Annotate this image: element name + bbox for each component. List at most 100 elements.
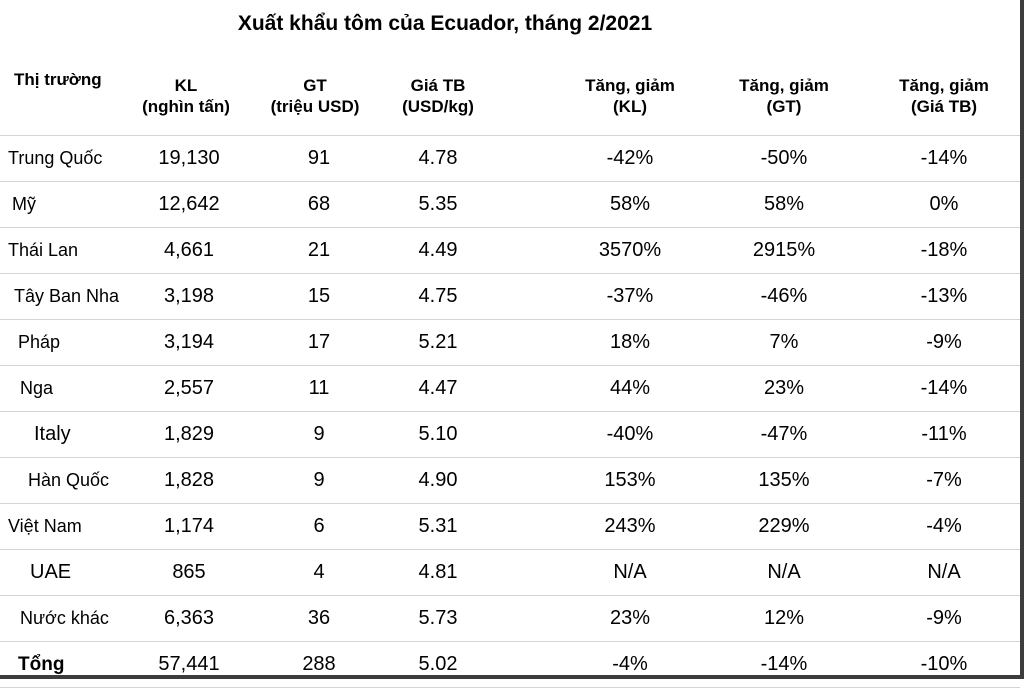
cell-delta-kl: -40% <box>540 411 700 458</box>
cell-gia: 4.78 <box>388 135 540 182</box>
cell-delta-kl: 23% <box>540 595 700 642</box>
cell-gia: 5.10 <box>388 411 540 458</box>
cell-gia: 5.35 <box>388 181 540 228</box>
header-gt: GT (triệu USD) <box>250 57 388 136</box>
header-gia: Giá TB (USD/kg) <box>388 57 540 136</box>
cell-market: Nga <box>0 365 128 412</box>
cell-delta-gt: 229% <box>700 503 848 550</box>
cell-gia: 5.73 <box>388 595 540 642</box>
cell-gia: 4.49 <box>388 227 540 274</box>
cell-gia: 4.47 <box>388 365 540 412</box>
cell-gt: 4 <box>250 549 388 596</box>
cell-gia-total: 5.02 <box>388 641 540 688</box>
cell-delta-gt-total: -14% <box>700 641 848 688</box>
cell-kl: 6,363 <box>128 595 250 642</box>
cell-kl: 3,194 <box>128 319 250 366</box>
cell-kl: 865 <box>128 549 250 596</box>
cell-market: Pháp <box>0 319 128 366</box>
table-row: Thái Lan 4,661 21 4.49 3570% 2915% -18% <box>0 227 1020 274</box>
cell-delta-gia: -13% <box>848 273 1020 320</box>
table-row: Nga 2,557 11 4.47 44% 23% -14% <box>0 365 1020 412</box>
cell-kl: 1,174 <box>128 503 250 550</box>
cell-market: Mỹ <box>0 181 128 228</box>
cell-gt: 6 <box>250 503 388 550</box>
shrimp-export-table: Thị trường KL (nghìn tấn) GT (triệu USD) G… <box>0 57 1020 688</box>
table-row: Nước khác 6,363 36 5.73 23% 12% -9% <box>0 595 1020 642</box>
cell-delta-gt: N/A <box>700 549 848 596</box>
cell-gt: 9 <box>250 457 388 504</box>
cell-gia: 4.90 <box>388 457 540 504</box>
cell-delta-kl: 58% <box>540 181 700 228</box>
table-row: Việt Nam 1,174 6 5.31 243% 229% -4% <box>0 503 1020 550</box>
cell-kl: 1,829 <box>128 411 250 458</box>
cell-kl-total: 57,441 <box>128 641 250 688</box>
cell-market: Hàn Quốc <box>0 457 128 504</box>
cell-kl: 1,828 <box>128 457 250 504</box>
cell-delta-kl: 44% <box>540 365 700 412</box>
cell-market: Italy <box>0 411 128 458</box>
cell-market: UAE <box>0 549 128 596</box>
cell-delta-gt: 2915% <box>700 227 848 274</box>
cell-delta-gia: -14% <box>848 135 1020 182</box>
table-row: Tây Ban Nha 3,198 15 4.75 -37% -46% -13% <box>0 273 1020 320</box>
cell-kl: 2,557 <box>128 365 250 412</box>
cell-market: Nước khác <box>0 595 128 642</box>
table-row: UAE 865 4 4.81 N/A N/A N/A <box>0 549 1020 596</box>
cell-gt: 68 <box>250 181 388 228</box>
table-row: Hàn Quốc 1,828 9 4.90 153% 135% -7% <box>0 457 1020 504</box>
table-title: Xuất khẩu tôm của Ecuador, tháng 2/2021 <box>237 12 653 35</box>
cell-delta-gt: -46% <box>700 273 848 320</box>
cell-delta-gia: 0% <box>848 181 1020 228</box>
table-row: Italy 1,829 9 5.10 -40% -47% -11% <box>0 411 1020 458</box>
cell-delta-kl: 243% <box>540 503 700 550</box>
cell-delta-gt: 135% <box>700 457 848 504</box>
cell-delta-gia: -7% <box>848 457 1020 504</box>
header-kl: KL (nghìn tấn) <box>128 57 250 136</box>
cell-delta-gia: N/A <box>848 549 1020 596</box>
cell-delta-kl: 3570% <box>540 227 700 274</box>
cell-gt: 11 <box>250 365 388 412</box>
cell-delta-kl: N/A <box>540 549 700 596</box>
cell-gia: 5.31 <box>388 503 540 550</box>
cell-gt-total: 288 <box>250 641 388 688</box>
cell-gt: 36 <box>250 595 388 642</box>
cell-gt: 91 <box>250 135 388 182</box>
header-market: Thị trường <box>0 57 128 136</box>
cell-delta-kl: -37% <box>540 273 700 320</box>
cell-delta-gt: 7% <box>700 319 848 366</box>
cell-gia: 4.81 <box>388 549 540 596</box>
cell-kl: 3,198 <box>128 273 250 320</box>
cell-delta-gt: -47% <box>700 411 848 458</box>
cell-delta-kl: -42% <box>540 135 700 182</box>
cell-gia: 5.21 <box>388 319 540 366</box>
cell-market: Tây Ban Nha <box>0 273 128 320</box>
header-row: Thị trường KL (nghìn tấn) GT (triệu USD) G… <box>0 57 1020 136</box>
cell-delta-kl: 18% <box>540 319 700 366</box>
cell-kl: 19,130 <box>128 135 250 182</box>
cell-gt: 17 <box>250 319 388 366</box>
cell-delta-gia: -14% <box>848 365 1020 412</box>
table-row: Mỹ 12,642 68 5.35 58% 58% 0% <box>0 181 1020 228</box>
cell-market-total: Tổng <box>0 641 128 688</box>
cell-kl: 12,642 <box>128 181 250 228</box>
cell-delta-gia: -11% <box>848 411 1020 458</box>
cell-delta-gt: 12% <box>700 595 848 642</box>
cell-delta-gt: 58% <box>700 181 848 228</box>
cell-gt: 15 <box>250 273 388 320</box>
cell-delta-gia: -9% <box>848 319 1020 366</box>
header-delta-kl: Tăng, giảm (KL) <box>540 57 700 136</box>
cell-delta-gia: -4% <box>848 503 1020 550</box>
cell-market: Trung Quốc <box>0 135 128 182</box>
table-row: Pháp 3,194 17 5.21 18% 7% -9% <box>0 319 1020 366</box>
cell-delta-gt: -50% <box>700 135 848 182</box>
cell-market: Thái Lan <box>0 227 128 274</box>
cell-kl: 4,661 <box>128 227 250 274</box>
cell-delta-gia-total: -10% <box>848 641 1020 688</box>
cell-gia: 4.75 <box>388 273 540 320</box>
header-delta-gt: Tăng, giảm (GT) <box>700 57 848 136</box>
cell-delta-gia: -9% <box>848 595 1020 642</box>
cell-delta-kl: 153% <box>540 457 700 504</box>
header-delta-gia: Tăng, giảm (Giá TB) <box>848 57 1020 136</box>
cell-gt: 21 <box>250 227 388 274</box>
cell-delta-gia: -18% <box>848 227 1020 274</box>
